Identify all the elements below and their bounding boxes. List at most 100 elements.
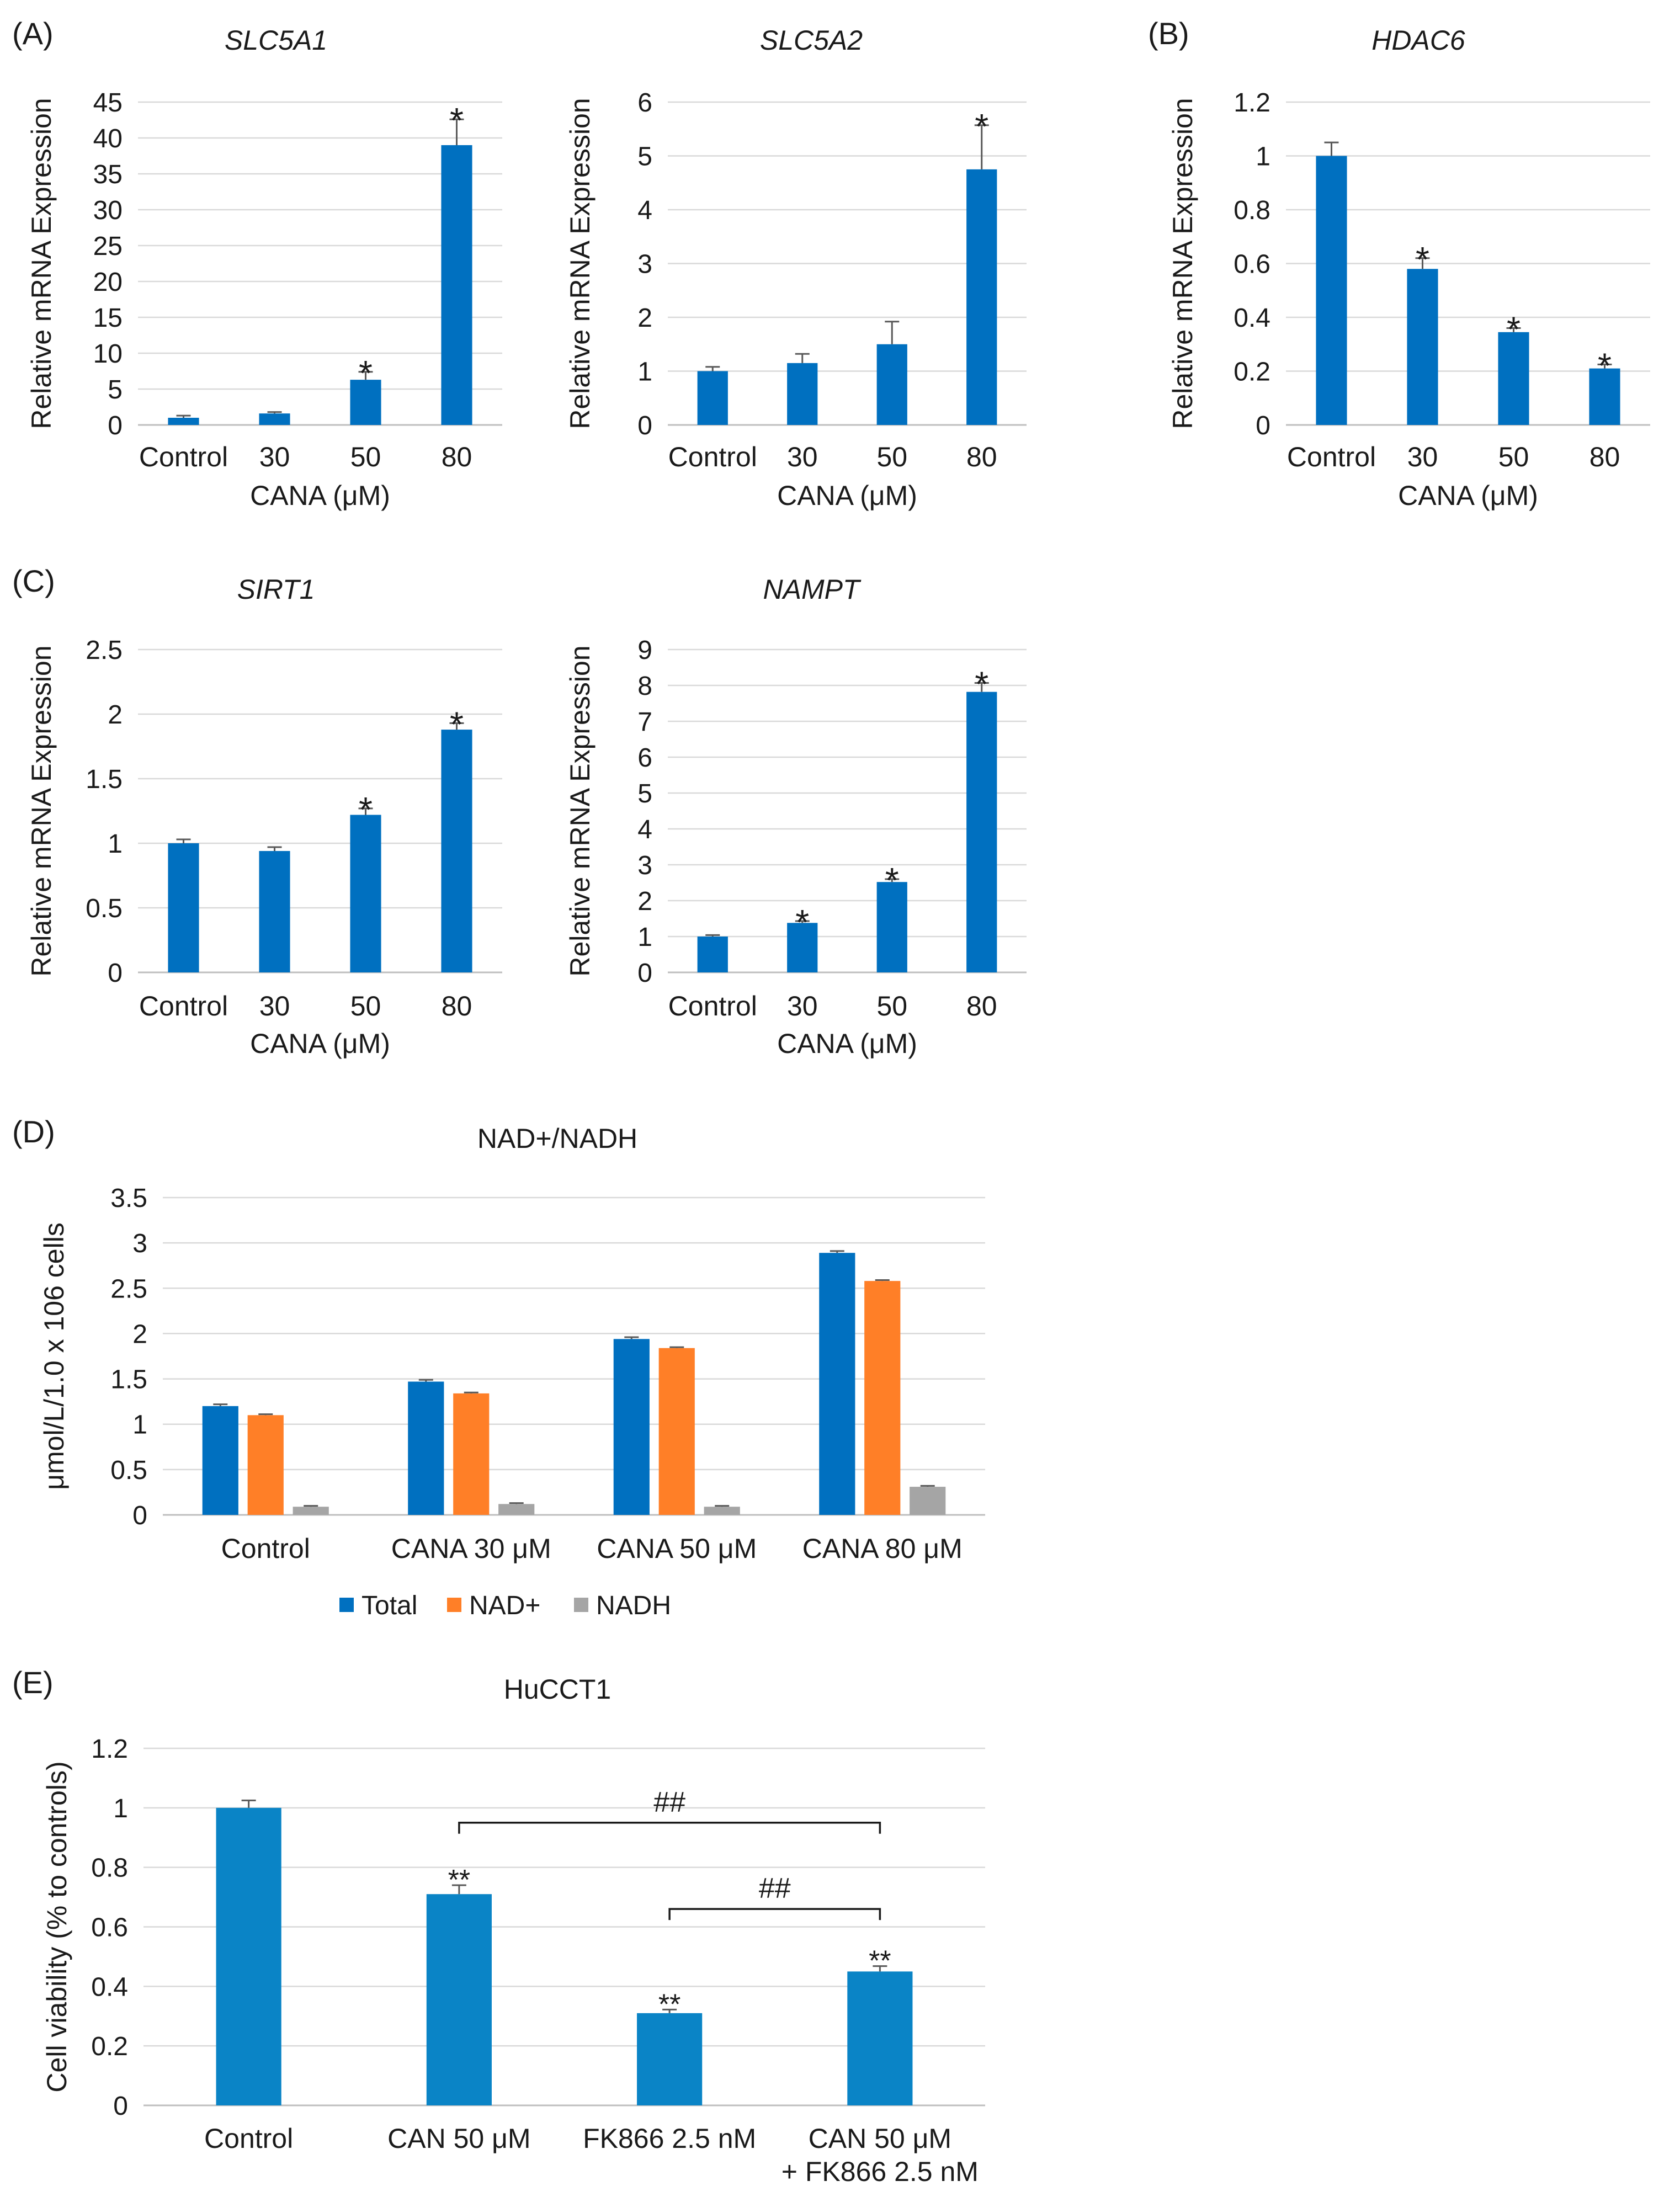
significance-marker: * xyxy=(1416,240,1429,279)
y-tick-label: 2.5 xyxy=(86,636,123,665)
significance-marker: * xyxy=(975,107,988,146)
significance-marker: * xyxy=(1507,310,1520,349)
bar-viability-3 xyxy=(847,1971,913,2105)
y-tick-label: 1.2 xyxy=(1234,88,1270,118)
y-tick-label: 3 xyxy=(637,250,652,279)
x-tick-label: CANA 50 μM xyxy=(597,1533,757,1564)
y-tick-label: 9 xyxy=(637,636,652,665)
comparison-label: ## xyxy=(759,1872,791,1905)
bar-expression-1 xyxy=(787,363,818,425)
y-axis-title: Relative mRNA Expression xyxy=(26,645,57,976)
significance-marker: * xyxy=(975,664,988,704)
panel-letter: (E) xyxy=(12,1665,54,1700)
bar-nadh-0 xyxy=(293,1507,329,1515)
chart-panel-D: (D) NAD+/NADH 0 0.5 1 1.5 2 2.5 3 3.5 μmol/L/1.0 x… xyxy=(12,1114,985,1620)
y-tick-label: 6 xyxy=(637,88,652,118)
legend-swatch xyxy=(447,1598,461,1612)
y-tick-label: 2 xyxy=(108,700,123,730)
x-tick-label: FK866 2.5 nM xyxy=(583,2123,756,2154)
significance-marker: * xyxy=(795,902,809,942)
bar-total-1 xyxy=(408,1381,444,1515)
chart-title: NAMPT xyxy=(763,574,862,605)
y-tick-label: 0.5 xyxy=(86,894,123,923)
significance-marker: ** xyxy=(658,1988,680,2020)
significance-marker: ** xyxy=(869,1945,891,1977)
x-axis-title: CANA (μM) xyxy=(250,480,390,511)
y-tick-label: 0.2 xyxy=(1234,358,1270,387)
y-tick-label: 4 xyxy=(637,815,652,844)
x-tick-label: Control xyxy=(221,1533,310,1564)
x-tick-label: 50 xyxy=(1498,441,1529,472)
x-tick-label: 80 xyxy=(966,991,997,1022)
bar-expression-3 xyxy=(441,145,472,425)
bar-expression-2 xyxy=(350,815,381,972)
bar-nadh-3 xyxy=(910,1487,946,1515)
y-tick-label: 15 xyxy=(93,304,123,333)
y-tick-label: 20 xyxy=(93,268,123,297)
significance-marker: * xyxy=(1598,345,1612,385)
x-tick-label: CANA 30 μM xyxy=(391,1533,551,1564)
bar-total-3 xyxy=(819,1253,855,1515)
y-tick-label: 0.4 xyxy=(91,1972,128,2002)
y-tick-label: 0.8 xyxy=(91,1854,128,1883)
bar-expression-1 xyxy=(259,851,290,972)
x-tick-label: Control xyxy=(1287,441,1376,472)
comparison-label: ## xyxy=(653,1786,685,1818)
x-tick-label: Control xyxy=(204,2123,293,2154)
bar-expression-3 xyxy=(1589,368,1620,425)
x-tick-label: CAN 50 μM xyxy=(387,2123,530,2154)
y-tick-label: 6 xyxy=(637,743,652,773)
x-tick-label-line: CAN 50 μM xyxy=(809,2123,951,2154)
y-tick-label: 0 xyxy=(132,1501,147,1530)
panel-letter: (B) xyxy=(1148,16,1189,51)
bar-expression-0 xyxy=(168,418,199,425)
y-tick-label: 2 xyxy=(132,1320,147,1349)
y-tick-label: 1 xyxy=(108,829,123,859)
y-tick-label: 0.6 xyxy=(91,1913,128,1943)
bar-nad--1 xyxy=(453,1393,490,1515)
bar-expression-1 xyxy=(1407,269,1438,425)
y-tick-label: 35 xyxy=(93,160,123,189)
x-axis-title: CANA (μM) xyxy=(777,480,917,511)
y-tick-label: 1.2 xyxy=(91,1735,128,1764)
y-tick-label: 3.5 xyxy=(110,1184,147,1213)
y-axis-title: μmol/L/1.0 x 106 cells xyxy=(39,1222,70,1490)
significance-marker: * xyxy=(450,704,464,744)
y-tick-label: 1 xyxy=(132,1411,147,1440)
bar-viability-2 xyxy=(637,2013,703,2105)
bar-expression-3 xyxy=(966,691,997,972)
comparison-bracket xyxy=(458,1822,881,1834)
bar-nadh-2 xyxy=(704,1507,740,1515)
y-axis-title: Relative mRNA Expression xyxy=(565,98,596,429)
bar-expression-0 xyxy=(1316,156,1347,425)
y-tick-label: 0 xyxy=(637,411,652,440)
significance-marker: * xyxy=(359,353,373,393)
bar-expression-0 xyxy=(168,843,199,972)
bar-nad--0 xyxy=(247,1415,284,1515)
chart-panel-E: (E) HuCCT1 0 0.2 0.4 0.6 0.8 1 1.2 Cell viability… xyxy=(12,1665,985,2187)
bar-expression-2 xyxy=(876,882,907,972)
y-tick-label: 2.5 xyxy=(110,1274,147,1304)
x-tick-label: Control xyxy=(668,991,757,1022)
y-tick-label: 0 xyxy=(113,2092,128,2121)
chart-title: SLC5A1 xyxy=(225,25,327,56)
bar-viability-1 xyxy=(426,1894,492,2105)
y-tick-label: 1 xyxy=(113,1794,128,1823)
y-tick-label: 2 xyxy=(637,304,652,333)
x-axis-title: CANA (μM) xyxy=(1398,480,1538,511)
y-tick-label: 0 xyxy=(108,959,123,988)
significance-marker: * xyxy=(885,860,899,900)
x-tick-label: CAN 50 μM + FK866 2.5 nM xyxy=(781,2123,979,2187)
x-tick-label: Control xyxy=(139,441,228,472)
y-tick-label: 8 xyxy=(637,672,652,701)
y-tick-label: 0 xyxy=(108,411,123,440)
x-tick-label: 50 xyxy=(350,991,381,1022)
legend-label: NADH xyxy=(596,1591,671,1620)
y-tick-label: 5 xyxy=(108,375,123,405)
chart-title: HDAC6 xyxy=(1371,25,1465,56)
legend-label: NAD+ xyxy=(469,1591,540,1620)
y-tick-label: 45 xyxy=(93,88,123,118)
y-tick-label: 0 xyxy=(1256,411,1270,440)
y-tick-label: 30 xyxy=(93,196,123,225)
